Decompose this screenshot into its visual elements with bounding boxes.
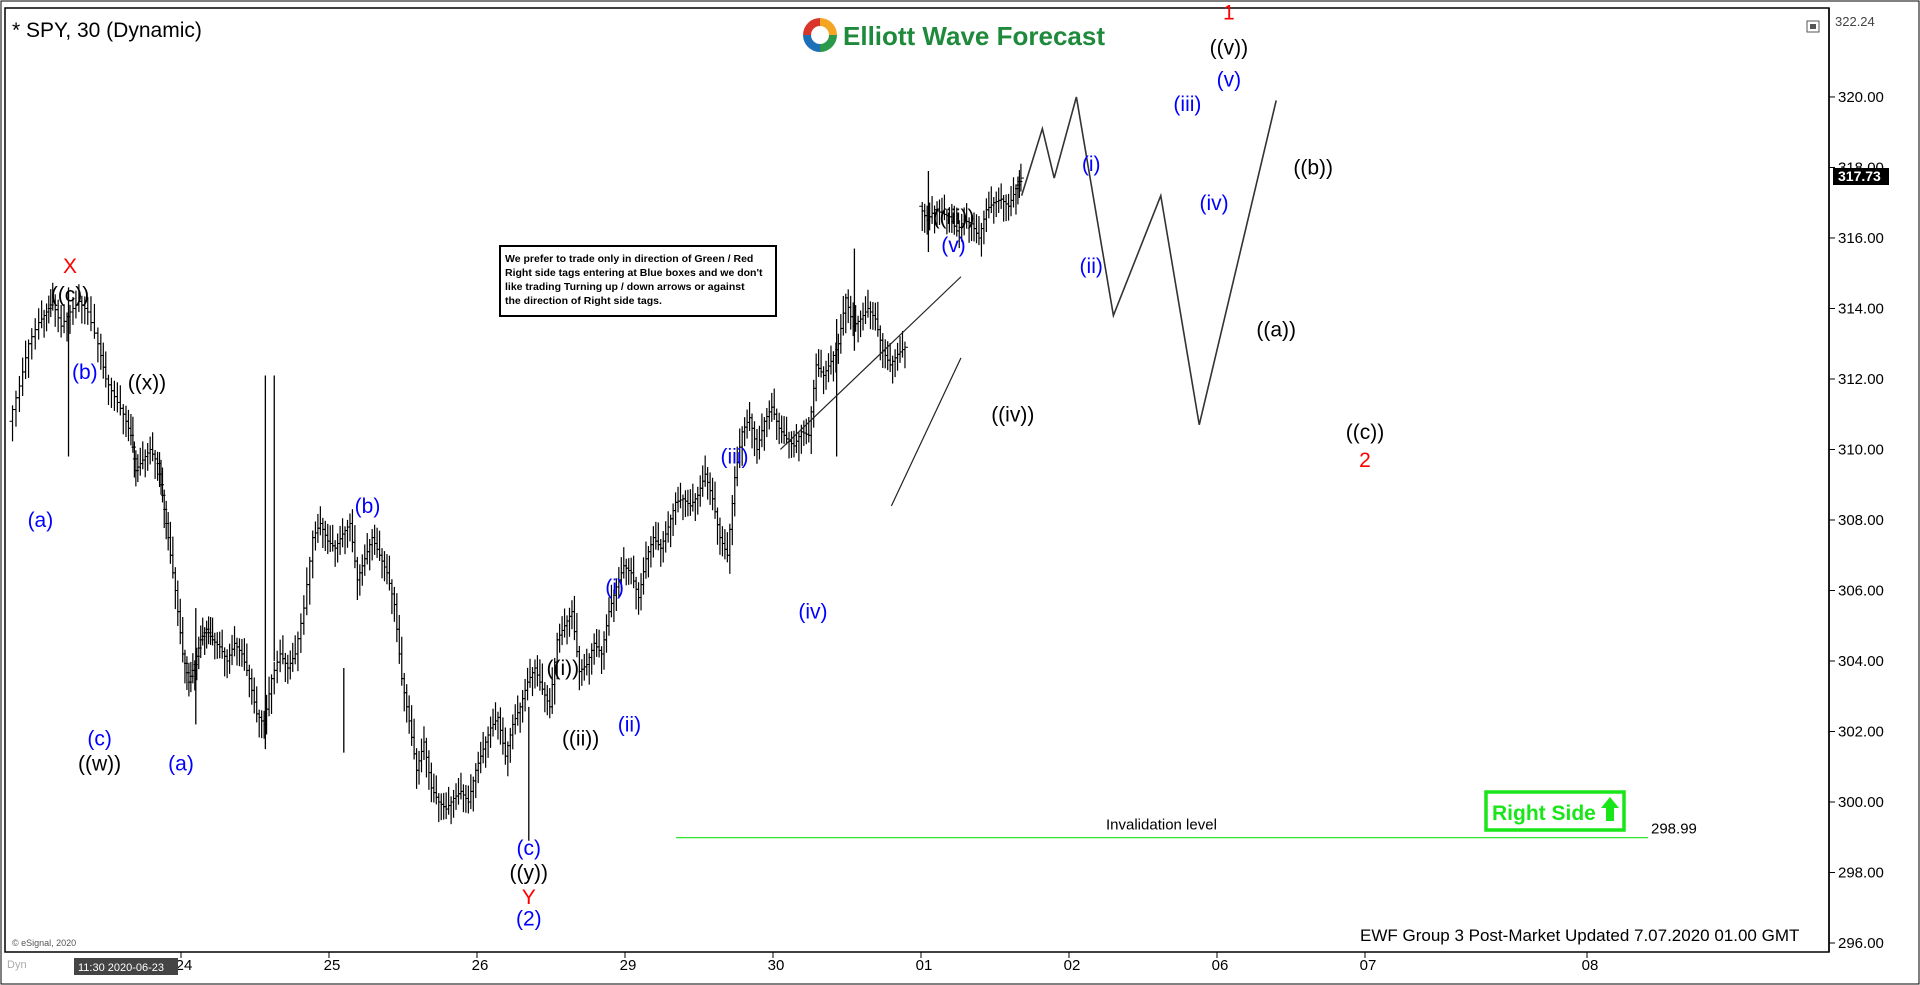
y-tick-label: 308.00 (1838, 512, 1884, 529)
wave-label: ((iii)) (933, 206, 975, 229)
x-tick-label: 02 (1064, 957, 1081, 974)
x-tick-label: 06 (1212, 957, 1229, 974)
price-spikes (67, 170, 930, 841)
wave-label: (c) (517, 837, 542, 860)
x-tick-label: 08 (1582, 957, 1599, 974)
wave-label: X (63, 255, 77, 278)
x-tick-label: 01 (916, 957, 933, 974)
note-line-2: Right side tags entering at Blue boxes a… (505, 267, 763, 279)
wave-label: (a) (168, 752, 194, 775)
y-tick-label: 314.00 (1838, 300, 1884, 317)
wave-label: (a) (28, 509, 54, 532)
note-line-3: like trading Turning up / down arrows or… (505, 281, 745, 293)
dyn-label: Dyn (7, 959, 27, 971)
y-tick-label: 306.00 (1838, 582, 1884, 599)
wave-label: (c) (87, 728, 112, 751)
copyright: © eSignal, 2020 (12, 938, 76, 948)
time-axis: 24 25 26 29 30 01 02 06 07 08 (176, 952, 1599, 974)
logo-icon (803, 18, 837, 52)
wave-label: (iii) (1173, 93, 1201, 116)
cursor-time: 11:30 2020-06-23 (78, 962, 164, 974)
wave-label: (iv) (1199, 192, 1228, 215)
logo: Elliott Wave Forecast (803, 18, 1105, 52)
price-axis: 296.00 298.00 300.00 302.00 304.00 306.00 308.… (1829, 89, 1884, 952)
update-footer: EWF Group 3 Post-Market Updated 7.07.202… (1360, 926, 1799, 945)
wave-label: ((w)) (78, 752, 121, 775)
wave-label: ((c)) (51, 283, 89, 306)
wave-label: (2) (516, 907, 542, 930)
trendline (890, 357, 962, 507)
up-arrow-icon (1601, 797, 1619, 821)
wave-label: (v) (941, 234, 966, 257)
wave-label: (i) (1082, 153, 1101, 176)
y-tick-label: 316.00 (1838, 230, 1884, 247)
trendline (779, 276, 962, 450)
y-tick-label: 312.00 (1838, 371, 1884, 388)
y-tick-label: 310.00 (1838, 441, 1884, 458)
logo-text: Elliott Wave Forecast (843, 21, 1105, 51)
right-side-tag: Right Side (1484, 790, 1626, 832)
wave-label: ((y)) (510, 862, 548, 885)
window-restore-icon[interactable] (1806, 20, 1820, 33)
right-side-label: Right Side (1492, 802, 1596, 825)
x-tick-label: 25 (324, 957, 341, 974)
projection-path (1020, 96, 1277, 425)
y-tick-label: 320.00 (1838, 89, 1884, 106)
wave-label: (ii) (1080, 255, 1103, 278)
x-tick-label: 26 (472, 957, 489, 974)
wave-labels: X((c))(b) ((x))(a)(c)((w)) (a)(b)((i))((ii… (28, 1, 1385, 930)
wave-label: 1 (1223, 1, 1235, 24)
x-tick-label: 29 (620, 957, 637, 974)
invalidation-value: 298.99 (1651, 821, 1697, 838)
cursor-time-bg (74, 958, 178, 975)
wave-label: ((i)) (547, 657, 580, 680)
projection-line (1020, 96, 1277, 425)
last-price-tag: 317.73 (1838, 168, 1881, 184)
wave-label: ((a)) (1256, 319, 1296, 342)
price-bars (9, 163, 1024, 825)
y-tick-label: 304.00 (1838, 653, 1884, 670)
wave-label: (i) (605, 576, 624, 599)
invalidation-label: Invalidation level (1106, 817, 1217, 834)
note-line-1: We prefer to trade only in direction of … (505, 253, 753, 265)
wave-label: ((c)) (1346, 421, 1384, 444)
top-price-tag-bg (1831, 14, 1887, 29)
x-tick-label: 30 (768, 957, 785, 974)
wave-label: (b) (72, 361, 98, 384)
y-tick-label: 300.00 (1838, 794, 1884, 811)
wave-label: ((v)) (1210, 37, 1248, 60)
x-tick-label: 07 (1360, 957, 1377, 974)
wave-label: ((x)) (128, 372, 166, 395)
wave-label: (b) (355, 495, 381, 518)
note-line-4: the direction of Right side tags. (505, 295, 662, 307)
wave-label: ((ii)) (562, 728, 599, 751)
trading-note: We prefer to trade only in direction of … (499, 245, 777, 317)
symbol-title: * SPY, 30 (Dynamic) (12, 19, 202, 42)
wave-label: (ii) (618, 713, 641, 736)
y-tick-label: 296.00 (1838, 935, 1884, 952)
y-tick-label: 298.00 (1838, 864, 1884, 881)
y-tick-label: 302.00 (1838, 723, 1884, 740)
wave-label: 2 (1359, 449, 1371, 472)
top-price-tag: 322.24 (1835, 14, 1875, 29)
wave-label: Y (522, 886, 536, 909)
wave-label: ((iv)) (991, 403, 1034, 426)
x-tick-label: 24 (176, 957, 193, 974)
wave-label: (v) (1217, 68, 1242, 91)
wave-label: ((b)) (1293, 157, 1333, 180)
wave-label: (iv) (798, 601, 827, 624)
trendlines (779, 276, 962, 507)
last-price-tag-bg (1833, 168, 1889, 185)
wave-label: (iii) (721, 446, 749, 469)
